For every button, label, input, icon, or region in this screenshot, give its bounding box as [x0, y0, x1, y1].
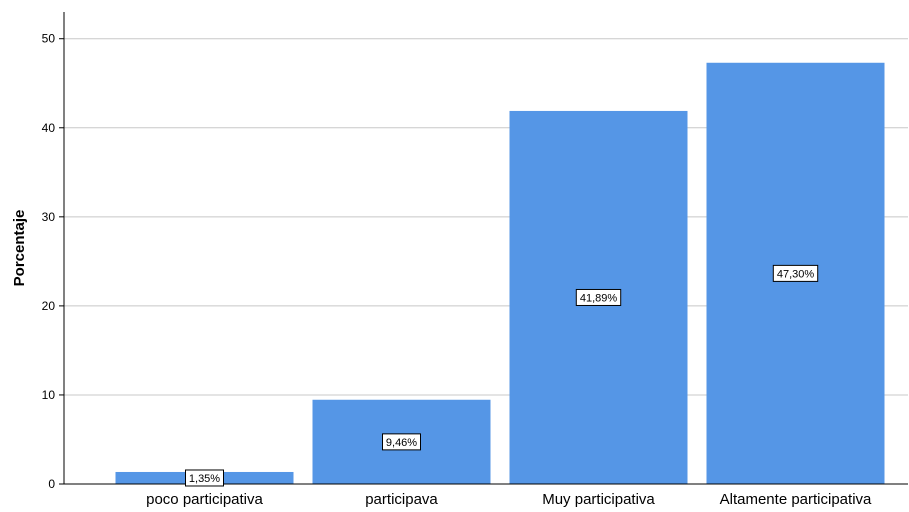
- data-label: 41,89%: [580, 292, 618, 304]
- data-label: 9,46%: [386, 437, 417, 449]
- x-tick-label: Altamente participativa: [720, 491, 872, 508]
- data-label-box: [185, 469, 224, 487]
- data-label: 1,35%: [189, 473, 220, 485]
- y-tick-label: 10: [42, 388, 56, 402]
- data-label-box: [772, 264, 819, 282]
- x-tick-label: participava: [365, 491, 438, 508]
- data-label-box: [382, 433, 421, 451]
- y-axis-title: Porcentaje: [11, 210, 28, 287]
- y-tick-label: 20: [42, 299, 56, 313]
- x-category-labels: poco participativa participava Muy partici…: [146, 491, 872, 508]
- y-tick-label: 40: [42, 121, 56, 135]
- data-labels: 1,35% 9,46% 41,89% 47,30%: [185, 264, 819, 487]
- y-tick-label: 50: [42, 32, 56, 46]
- x-tick-label: poco participativa: [146, 491, 263, 508]
- data-label: 47,30%: [777, 268, 815, 280]
- data-label-box: [575, 288, 622, 306]
- bars: [115, 62, 885, 484]
- y-tick-label: 30: [42, 210, 56, 224]
- x-tick-label: Muy participativa: [542, 491, 655, 508]
- y-tick-label: 0: [48, 477, 55, 491]
- y-tick-labels: 0 10 20 30 40 50: [42, 32, 64, 491]
